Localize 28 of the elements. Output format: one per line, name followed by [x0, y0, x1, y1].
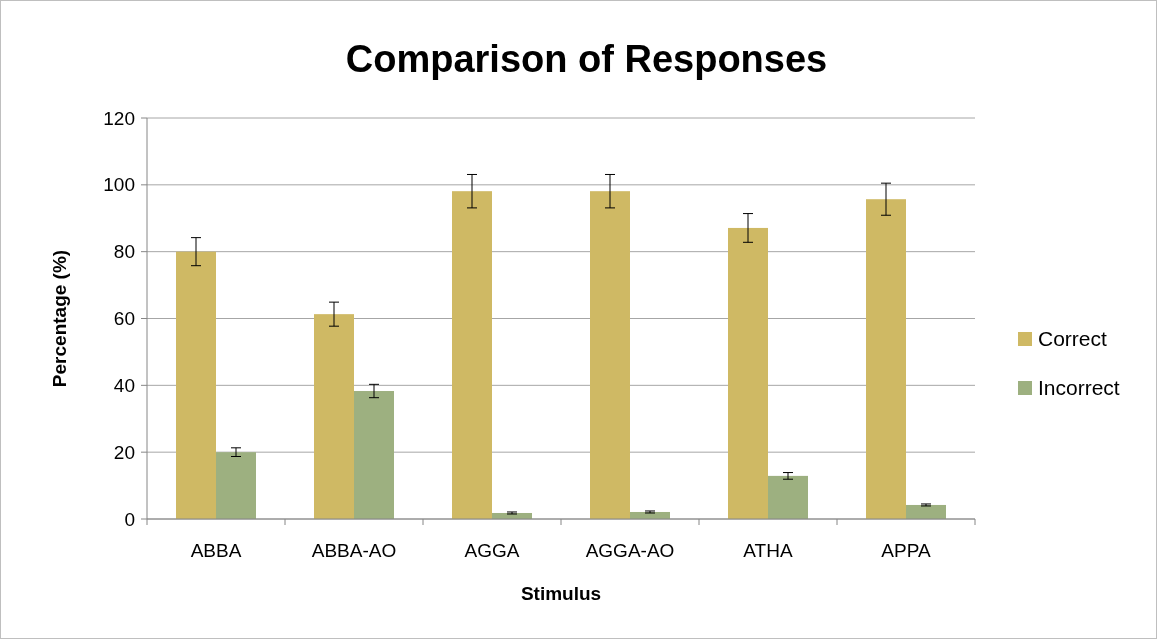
- y-tick-label: 0: [124, 508, 135, 530]
- x-tick-label: AGGA-AO: [585, 540, 675, 561]
- x-tick-label: ABBA: [190, 540, 242, 561]
- x-tick-label: ABBA-AO: [311, 540, 397, 561]
- x-axis-title: Stimulus: [520, 583, 602, 604]
- legend-label: Incorrect: [1038, 376, 1120, 400]
- bar: [866, 199, 906, 519]
- y-tick-label: 120: [103, 107, 135, 129]
- bar: [216, 452, 256, 519]
- y-tick-label: 20: [113, 441, 135, 463]
- bar: [590, 191, 630, 519]
- bar: [314, 314, 354, 519]
- bar: [768, 475, 808, 519]
- bar: [728, 227, 768, 519]
- y-tick-label: 100: [103, 174, 135, 196]
- y-tick-label: 80: [113, 241, 135, 263]
- x-tick-label: APPA: [881, 540, 931, 561]
- y-tick-label: 60: [113, 308, 135, 330]
- y-tick-label: 40: [113, 374, 135, 396]
- x-tick-label: AGGA: [464, 540, 520, 561]
- bar: [354, 391, 394, 519]
- bar: [906, 504, 946, 519]
- x-tick-label: ATHA: [743, 540, 793, 561]
- chart-title: Comparison of Responses: [345, 38, 828, 80]
- bar: [452, 191, 492, 519]
- legend-label: Correct: [1038, 327, 1108, 351]
- bar: [176, 251, 216, 519]
- y-axis-title: Percentage (%): [49, 249, 70, 388]
